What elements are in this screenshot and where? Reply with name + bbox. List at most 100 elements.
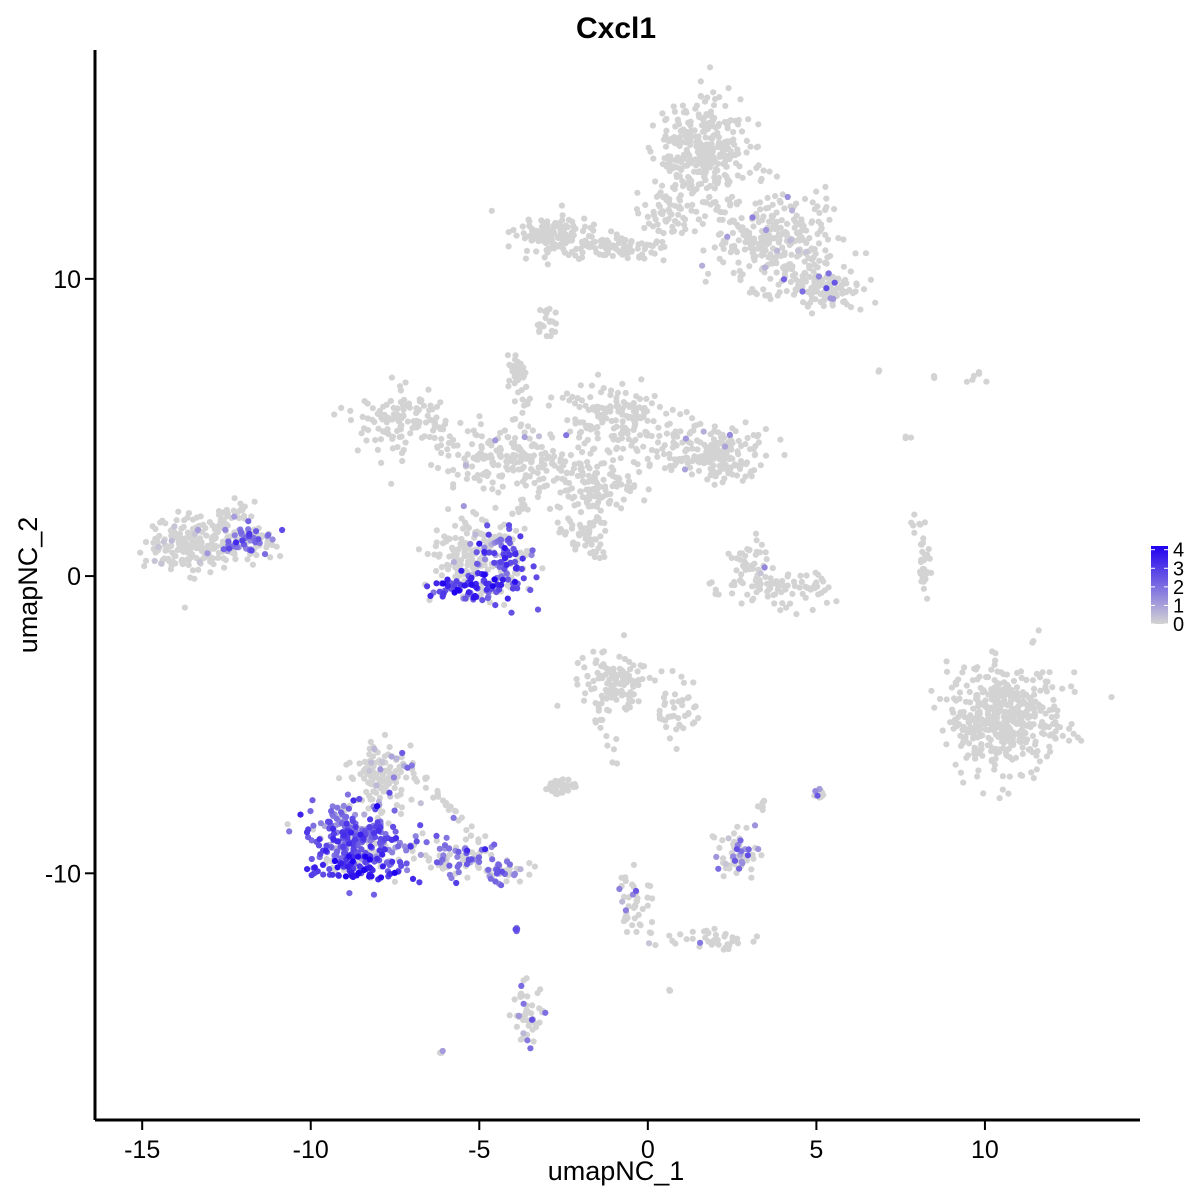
cell-point	[739, 174, 746, 181]
cell-point	[582, 690, 589, 697]
cell-point	[559, 212, 566, 219]
cell-point	[972, 718, 979, 725]
cell-point	[546, 318, 553, 325]
cell-point	[369, 753, 377, 760]
cell-point	[737, 556, 744, 563]
cell-point	[590, 548, 597, 555]
cell-point	[505, 383, 512, 390]
cell-point	[679, 102, 687, 109]
cell-point	[142, 557, 150, 564]
cell-point	[620, 445, 627, 452]
cell-point-expressing	[309, 797, 316, 804]
cell-point	[531, 442, 539, 449]
cell-point	[519, 409, 526, 416]
cell-point	[692, 105, 699, 112]
cell-point	[545, 237, 552, 244]
cell-point	[796, 584, 803, 591]
cell-point	[551, 223, 558, 230]
cell-point	[630, 417, 638, 424]
cell-point	[733, 472, 741, 479]
cell-point-expressing	[417, 822, 424, 829]
cell-point	[943, 741, 950, 748]
cell-point	[497, 429, 504, 436]
cell-point-expressing	[491, 550, 498, 557]
cell-point-expressing	[371, 745, 378, 753]
cell-point	[547, 333, 554, 340]
cell-point	[215, 549, 222, 557]
cell-point	[867, 276, 875, 283]
cell-point	[438, 424, 446, 431]
cell-point-expressing	[504, 595, 511, 602]
cell-point	[699, 220, 706, 227]
cell-point	[678, 229, 686, 237]
cell-point-expressing	[453, 578, 460, 585]
cell-point	[538, 443, 545, 451]
cell-point	[608, 387, 615, 394]
cell-point	[499, 483, 506, 490]
cell-point	[739, 477, 746, 484]
cell-point	[346, 759, 353, 766]
cell-point	[1010, 732, 1017, 739]
cell-point	[595, 515, 602, 522]
cell-point	[640, 443, 647, 450]
cell-point	[591, 238, 599, 245]
cell-point	[608, 228, 615, 235]
cell-point-expressing	[462, 462, 469, 469]
cell-point	[675, 211, 682, 218]
cell-point	[463, 475, 470, 482]
cell-point	[991, 706, 998, 714]
cell-point	[711, 834, 718, 841]
cell-point	[484, 566, 491, 573]
cell-point	[975, 767, 982, 774]
cell-point	[594, 435, 601, 442]
cell-point	[758, 234, 765, 241]
cell-point	[513, 1023, 521, 1030]
cell-point-expressing	[413, 838, 420, 845]
cell-point	[220, 555, 227, 562]
cell-point	[181, 604, 188, 611]
cell-point-expressing	[233, 539, 240, 546]
cell-point	[1024, 736, 1031, 743]
cell-point	[577, 382, 584, 389]
cell-point	[1031, 691, 1038, 698]
cell-point	[920, 535, 927, 542]
cell-point	[284, 821, 291, 828]
cell-point	[613, 235, 620, 242]
cell-point	[503, 463, 510, 470]
cell-point	[734, 448, 741, 455]
cell-point	[678, 673, 685, 680]
cell-point	[399, 457, 406, 465]
cell-point-expressing	[322, 847, 330, 854]
cell-point	[979, 732, 986, 739]
cell-point	[528, 458, 535, 465]
cell-point-expressing	[443, 834, 450, 841]
cell-point	[639, 676, 646, 683]
cell-point	[966, 688, 973, 696]
cell-point	[695, 216, 702, 223]
cell-point	[510, 226, 517, 234]
cell-point	[988, 748, 995, 755]
cell-point	[779, 244, 786, 251]
cell-point	[732, 428, 739, 435]
cell-point	[463, 827, 470, 834]
cell-point	[683, 146, 690, 153]
cell-point	[592, 717, 599, 724]
cell-point	[701, 441, 708, 448]
cell-point	[822, 231, 829, 238]
cell-point	[620, 496, 627, 503]
cell-point	[383, 782, 390, 789]
cell-point	[689, 415, 696, 422]
cell-point-expressing	[373, 782, 380, 789]
cell-point	[504, 352, 511, 359]
cell-point	[961, 664, 968, 671]
cell-point	[690, 427, 697, 434]
cell-point	[490, 462, 497, 469]
cell-point-expressing	[506, 861, 513, 868]
cell-point	[730, 841, 737, 848]
cell-point	[630, 904, 638, 912]
cell-point	[431, 421, 438, 428]
cell-point	[379, 416, 386, 423]
cell-point	[515, 389, 522, 396]
cell-point	[568, 248, 576, 255]
cell-point-expressing	[733, 846, 741, 853]
